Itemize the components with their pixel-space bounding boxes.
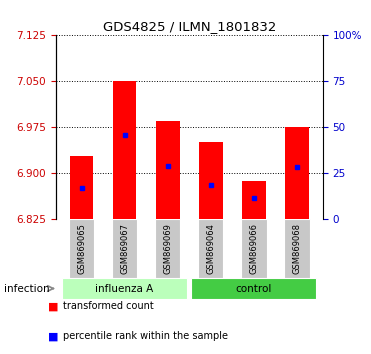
Bar bbox=[191, 278, 316, 299]
Text: influenza A: influenza A bbox=[95, 284, 154, 293]
Text: transformed count: transformed count bbox=[63, 301, 154, 311]
Text: GSM869069: GSM869069 bbox=[163, 223, 172, 274]
Text: GSM869064: GSM869064 bbox=[206, 223, 215, 274]
Text: GSM869068: GSM869068 bbox=[292, 223, 301, 274]
Text: ■: ■ bbox=[48, 331, 59, 341]
Bar bbox=[199, 142, 223, 219]
Title: GDS4825 / ILMN_1801832: GDS4825 / ILMN_1801832 bbox=[102, 20, 276, 33]
Text: GSM869066: GSM869066 bbox=[249, 223, 258, 274]
Bar bbox=[155, 219, 180, 278]
Text: control: control bbox=[236, 284, 272, 293]
Bar bbox=[112, 219, 137, 278]
Text: percentile rank within the sample: percentile rank within the sample bbox=[63, 331, 228, 341]
Bar bbox=[62, 278, 187, 299]
Bar bbox=[242, 181, 266, 219]
Text: ■: ■ bbox=[48, 301, 59, 311]
Text: infection: infection bbox=[4, 284, 49, 294]
Bar bbox=[284, 219, 310, 278]
Bar bbox=[113, 81, 137, 219]
Bar bbox=[241, 219, 266, 278]
Bar bbox=[156, 121, 180, 219]
Text: GSM869065: GSM869065 bbox=[77, 223, 86, 274]
Text: GSM869067: GSM869067 bbox=[120, 223, 129, 274]
Bar bbox=[69, 219, 94, 278]
Bar bbox=[198, 219, 223, 278]
Bar bbox=[70, 156, 93, 219]
Bar bbox=[285, 127, 309, 219]
